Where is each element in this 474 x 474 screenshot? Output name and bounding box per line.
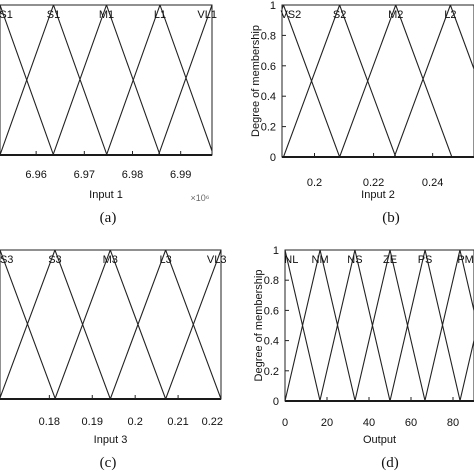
- y-tick-label: 0.6: [261, 61, 276, 73]
- membership-function-label: ZE: [383, 254, 397, 266]
- membership-function-line: [0, 5, 108, 155]
- membership-function-label: S3: [48, 254, 61, 266]
- x-tick-label: 6.98: [122, 169, 143, 181]
- membership-function-label: PS: [418, 254, 433, 266]
- axes-frame: [281, 4, 474, 158]
- membership-function-label: L2: [444, 9, 456, 21]
- y-axis-label: Degree of membership: [250, 25, 262, 137]
- panel-caption: (b): [382, 210, 400, 226]
- x-tick-label: 0.22: [363, 177, 384, 189]
- membership-curves: [285, 250, 474, 401]
- x-tick-label: 6.96: [25, 169, 46, 181]
- x-tick-label: 0.18: [39, 416, 60, 428]
- membership-function-line: [424, 250, 474, 401]
- x-axis-label: Input 2: [361, 189, 395, 201]
- membership-function-line: [158, 5, 212, 155]
- x-tick-label: 0.21: [167, 416, 188, 428]
- x-axis-label: Output: [363, 434, 396, 446]
- membership-curves: [282, 5, 474, 157]
- membership-function-line: [354, 250, 426, 401]
- membership-function-line: [105, 5, 212, 155]
- membership-function-line: [282, 5, 397, 157]
- membership-function-line: [0, 5, 54, 155]
- y-tick-label: 0: [273, 396, 279, 408]
- membership-function-label: PM: [457, 254, 474, 266]
- y-tick-label: 0.6: [264, 305, 279, 317]
- membership-function-label: S1: [47, 9, 60, 21]
- membership-function-label: NM: [312, 254, 329, 266]
- y-tick-label: 0.8: [261, 30, 276, 42]
- x-axis-label: Input 1: [89, 189, 123, 201]
- membership-curves: [0, 5, 212, 155]
- membership-function-line: [52, 5, 161, 155]
- chart-panel-3: 0.18 0.19 0.2 0.21 0.22 VS3 S3 M3 L3 VL3 Input 3 (c…: [0, 249, 227, 471]
- x-tick-label: 0.2: [128, 416, 143, 428]
- axes-frame: [0, 249, 222, 400]
- membership-function-line: [285, 250, 356, 401]
- x-tick-label: 20: [321, 417, 333, 429]
- membership-function-label: M2: [388, 9, 403, 21]
- panel-caption: (c): [100, 455, 117, 471]
- x-tick-label: 6.99: [170, 169, 191, 181]
- y-tick-label: 1: [270, 0, 276, 12]
- membership-function-label: VS2: [280, 9, 301, 21]
- membership-function-line: [285, 250, 321, 401]
- chart-panel-1: 6.96 6.97 6.98 6.99 VS1 S1 M1 L1 VL1 Input 1 ×10⁶ (…: [0, 4, 217, 226]
- x-tick-label: 40: [363, 417, 375, 429]
- membership-curves: [0, 250, 221, 399]
- x-tick-label: 80: [447, 417, 459, 429]
- membership-function-line: [165, 250, 221, 399]
- membership-function-label: S2: [333, 9, 346, 21]
- x-tick-label: 0.19: [82, 416, 103, 428]
- membership-function-line: [459, 337, 474, 401]
- x-tick-label: 6.97: [74, 169, 95, 181]
- membership-function-line: [339, 5, 453, 157]
- axes-frame: [284, 249, 474, 402]
- membership-function-label: NL: [284, 254, 298, 266]
- x-tick-label: 0.22: [202, 416, 223, 428]
- membership-function-label: VL1: [197, 9, 217, 21]
- y-axis-label: Degree of membership: [253, 270, 265, 382]
- membership-function-line: [0, 250, 56, 399]
- membership-function-label: L3: [160, 254, 172, 266]
- membership-function-line: [54, 250, 167, 399]
- y-tick-label: 0.2: [264, 366, 279, 378]
- membership-function-label: L1: [154, 9, 166, 21]
- membership-function-line: [393, 5, 474, 157]
- membership-function-label: VS1: [0, 9, 13, 21]
- y-tick-label: 0.4: [261, 91, 276, 103]
- y-tick-label: 0: [270, 152, 276, 164]
- membership-function-line: [109, 250, 221, 399]
- panel-caption: (a): [100, 210, 117, 226]
- membership-function-label: VL3: [207, 254, 227, 266]
- y-tick-label: 0.4: [264, 336, 279, 348]
- membership-function-label: M3: [103, 254, 118, 266]
- membership-function-line: [319, 250, 391, 401]
- axes-frame: [0, 4, 213, 156]
- x-tick-label: 60: [405, 417, 417, 429]
- membership-function-line: [389, 250, 461, 401]
- membership-function-label: VS3: [0, 254, 13, 266]
- y-tick-label: 0.8: [264, 275, 279, 287]
- chart-panel-4: 0 20 40 60 80 0 0.2 0.4 0.6 0.8 1 NL NM NS ZE PS PM Outpu…: [253, 245, 474, 471]
- x-multiplier-label: ×10⁶: [191, 193, 210, 203]
- x-tick-label: 0: [282, 417, 288, 429]
- membership-function-label: M1: [99, 9, 114, 21]
- x-tick-label: 0.2: [307, 177, 322, 189]
- membership-function-line: [0, 250, 111, 399]
- y-tick-label: 0.2: [261, 122, 276, 134]
- chart-panel-2: 0.2 0.22 0.24 0 0.2 0.4 0.6 0.8 1 VS2 S2 M2 L2 Input …: [250, 0, 474, 226]
- y-tick-label: 1: [273, 245, 279, 257]
- x-tick-label: 0.24: [422, 177, 443, 189]
- x-axis-label: Input 3: [94, 434, 128, 446]
- panel-caption: (d): [381, 455, 399, 471]
- membership-function-line: [282, 5, 341, 157]
- membership-function-label: NS: [347, 254, 362, 266]
